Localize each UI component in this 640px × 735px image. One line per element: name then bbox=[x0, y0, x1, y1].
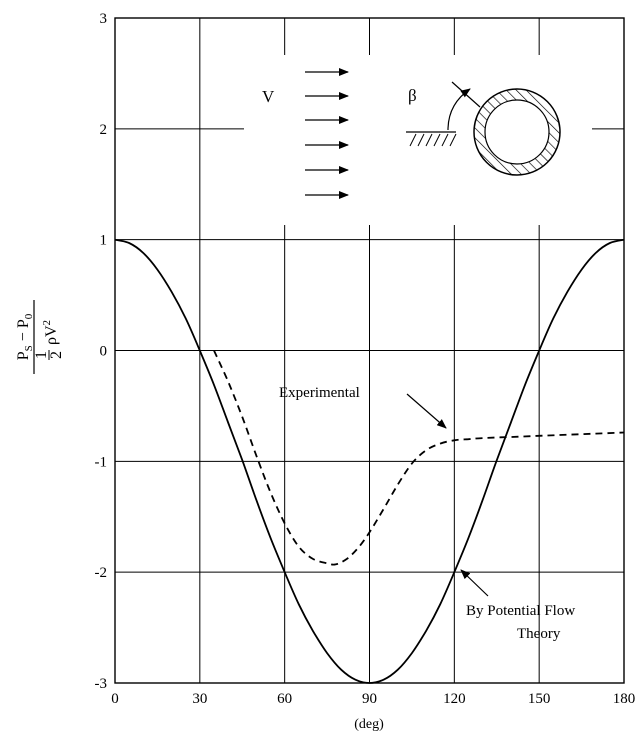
x-tick-label: 60 bbox=[277, 691, 292, 707]
y-tick-label: -2 bbox=[95, 565, 108, 581]
potential-pointer bbox=[460, 569, 489, 597]
cylinder-diagram: β bbox=[406, 81, 561, 176]
y-label-numerator: PS − P0 bbox=[15, 313, 35, 360]
y-tick-label: 1 bbox=[100, 233, 108, 249]
x-tick-label: 30 bbox=[192, 691, 207, 707]
cylinder-inner bbox=[484, 99, 550, 165]
x-tick-label: 120 bbox=[443, 691, 466, 707]
y-label-half-num: 1 bbox=[33, 351, 50, 359]
y-tick-label: 0 bbox=[100, 344, 108, 360]
series-potential-flow-line bbox=[114, 238, 625, 684]
angle-label: β bbox=[408, 86, 417, 105]
reference-hatch bbox=[409, 133, 457, 147]
potential-label-line1: By Potential Flow bbox=[466, 603, 575, 619]
x-axis-label: (deg) bbox=[354, 717, 384, 732]
angle-arc-arrow bbox=[447, 88, 471, 131]
flow-arrows bbox=[305, 68, 349, 199]
y-label-half-den: 2 bbox=[48, 351, 65, 359]
x-tick-label: 180 bbox=[613, 691, 636, 707]
x-tick-label: 150 bbox=[528, 691, 551, 707]
y-axis-label: PS − P0 1 2 ρV2 bbox=[15, 300, 65, 374]
x-tick-label: 0 bbox=[111, 691, 119, 707]
x-tick-label: 90 bbox=[362, 691, 377, 707]
y-label-denominator: ρV2 bbox=[41, 320, 60, 345]
y-tick-label: 3 bbox=[100, 11, 108, 27]
series-experimental-line bbox=[213, 350, 625, 566]
flow-velocity-label: V bbox=[262, 87, 275, 106]
data-series bbox=[114, 238, 625, 684]
experimental-pointer bbox=[406, 393, 447, 429]
y-tick-label: -3 bbox=[95, 676, 108, 692]
potential-label-line2: Theory bbox=[517, 626, 561, 642]
experimental-label: Experimental bbox=[279, 385, 360, 401]
y-tick-label: -1 bbox=[95, 454, 108, 470]
tick-labels: 0 30 60 90 120 150 180 -3 -2 -1 0 1 2 3 bbox=[95, 11, 636, 707]
y-tick-label: 2 bbox=[100, 122, 108, 138]
